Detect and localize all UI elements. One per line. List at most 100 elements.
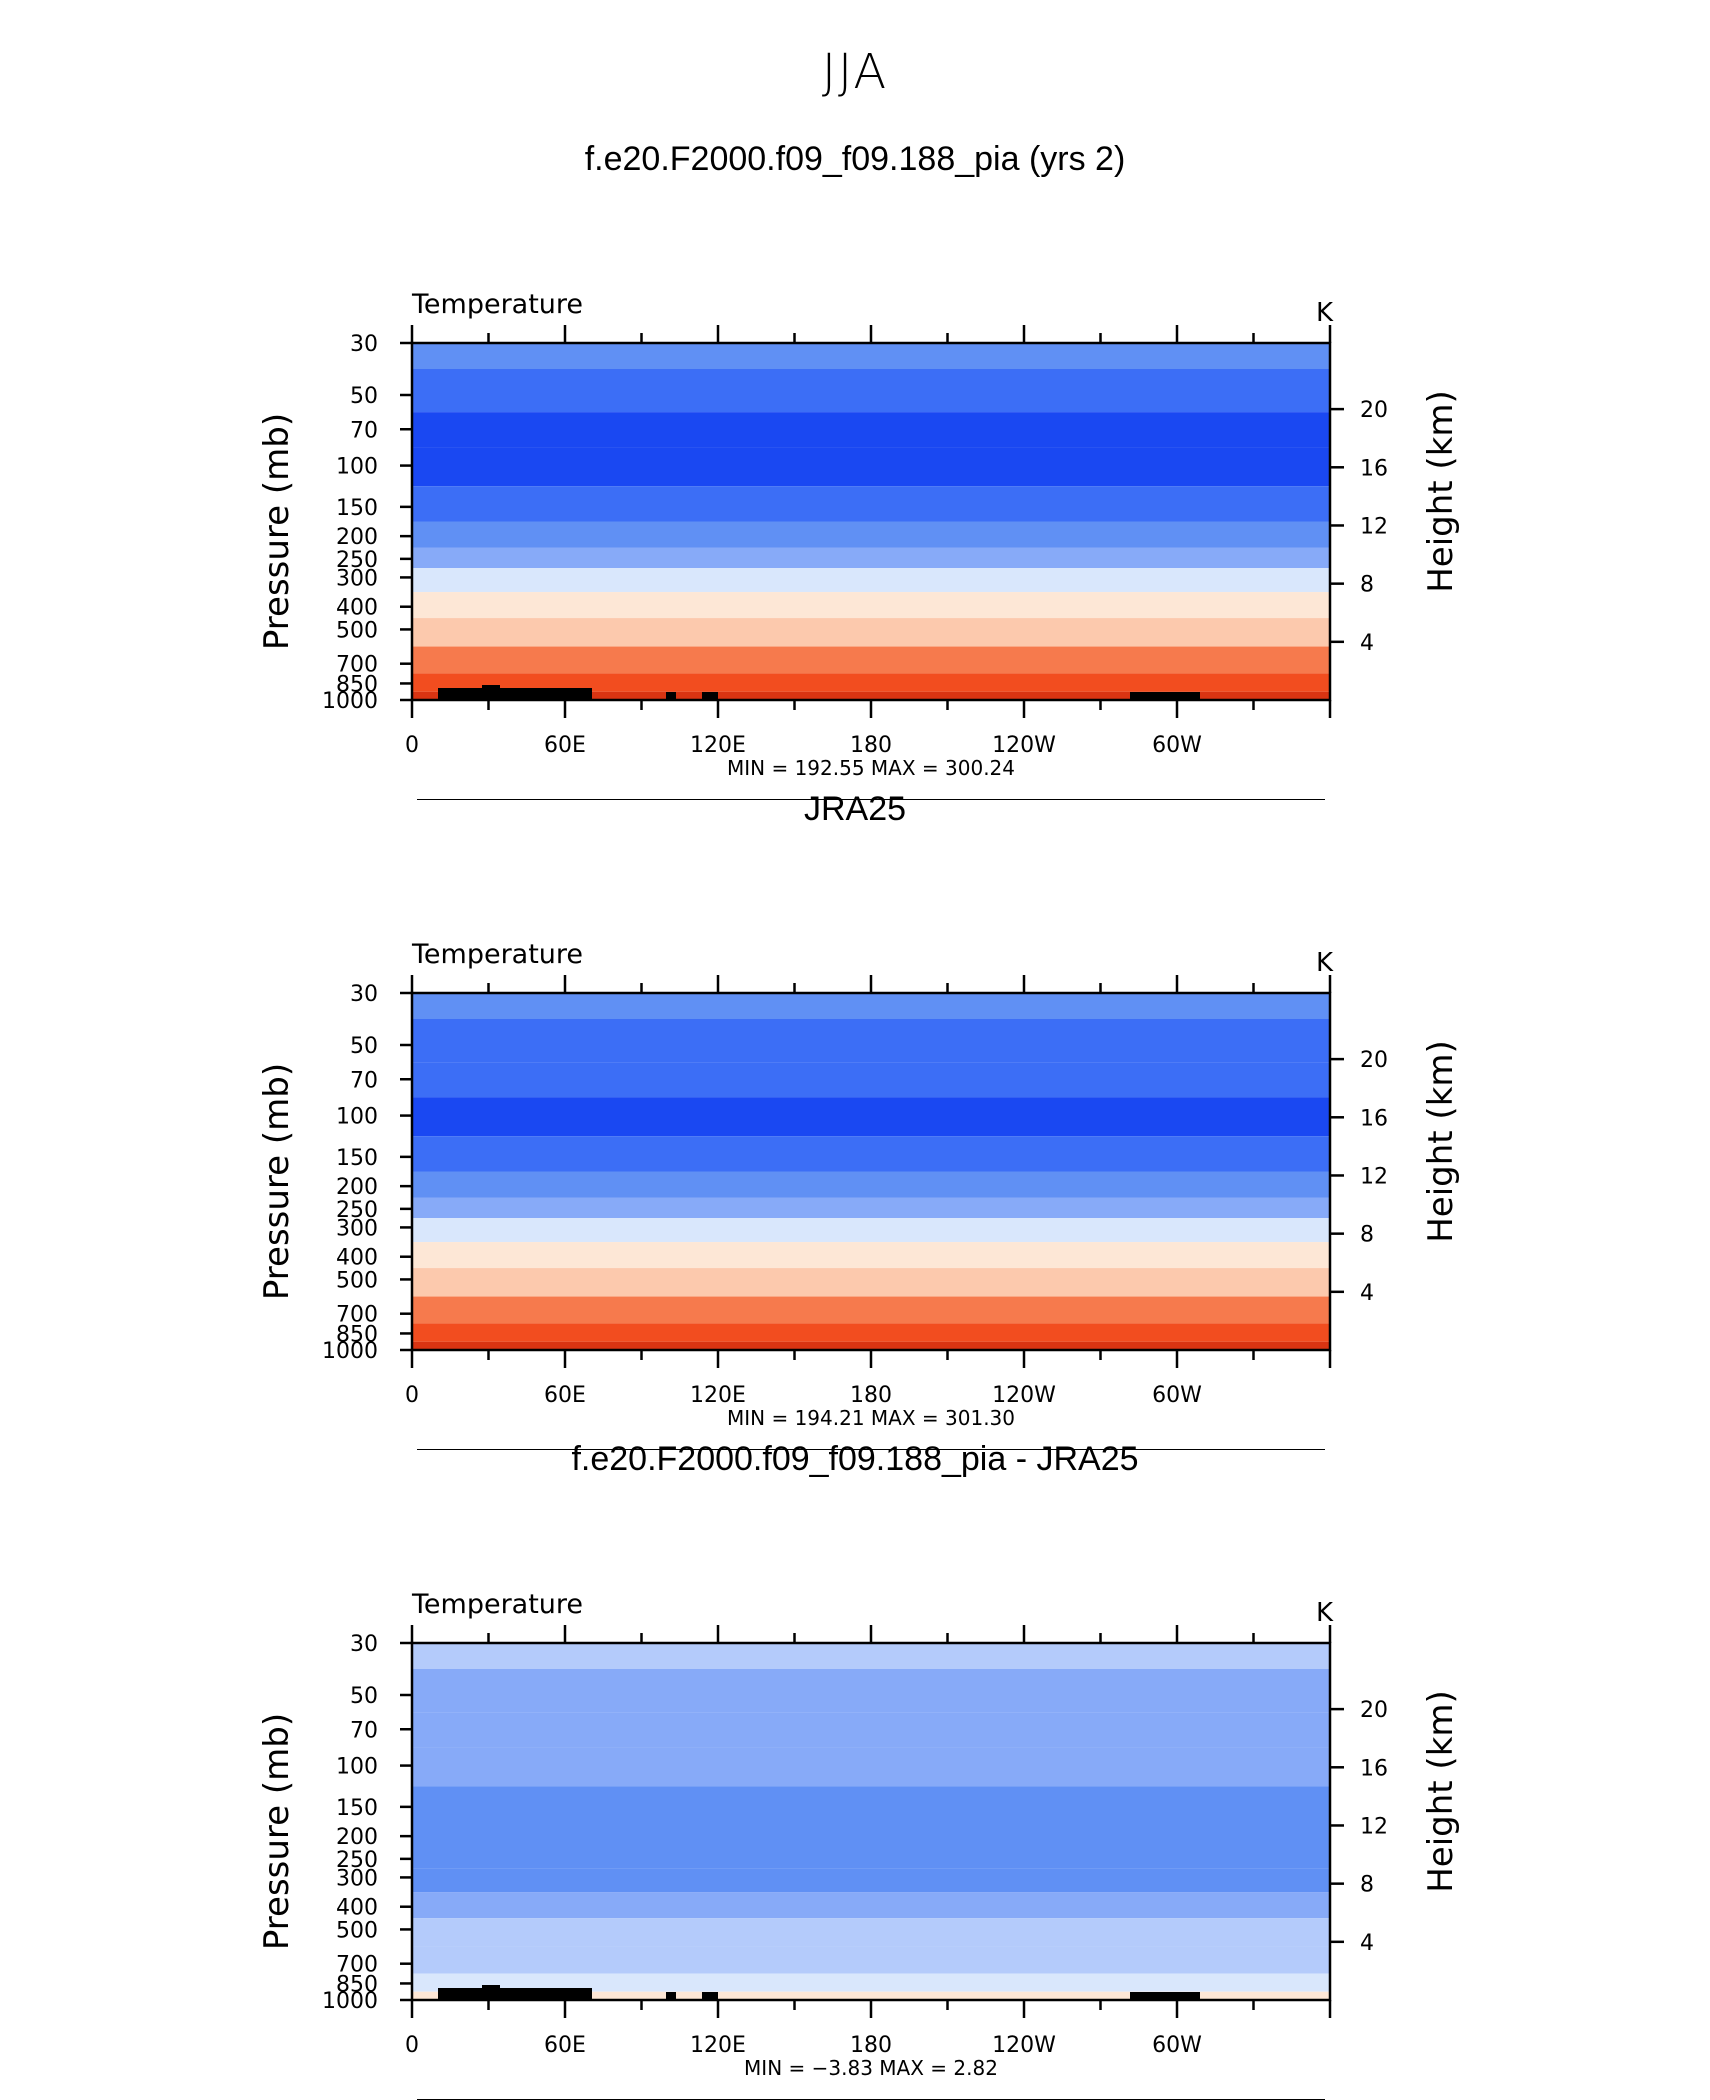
x-tick-label: 60W — [1152, 1383, 1202, 1408]
y-tick-label: 70 — [350, 1718, 378, 1743]
y-tick-label: 850 — [336, 672, 378, 697]
y-right-tick-label: 8 — [1360, 573, 1374, 598]
y-tick-label: 100 — [336, 455, 378, 480]
x-tick-label: 120W — [992, 733, 1056, 758]
contour-band — [412, 1019, 1330, 1063]
y-axis-title: Pressure (mb) — [257, 1063, 297, 1300]
y-right-axis-title: Height (km) — [1421, 1690, 1461, 1893]
y-tick-label: 200 — [336, 1175, 378, 1200]
min-max-text: MIN = −3.83 MAX = 2.82 — [744, 2056, 998, 2080]
y-tick-label: 700 — [336, 1303, 378, 1328]
contour-band — [412, 1136, 1330, 1172]
y-tick-label: 500 — [336, 1268, 378, 1293]
y-right-tick-label: 8 — [1360, 1223, 1374, 1248]
contour-band — [412, 1821, 1330, 1848]
y-tick-label: 100 — [336, 1755, 378, 1780]
contour-band — [412, 1991, 1330, 2000]
x-tick-label: 0 — [405, 1383, 419, 1408]
contour-band — [412, 1341, 1330, 1350]
contour-band — [412, 1296, 1330, 1324]
figure-title: JJA — [821, 44, 889, 100]
x-tick-label: 180 — [850, 1383, 892, 1408]
y-tick-label: 150 — [336, 496, 378, 521]
y-right-tick-label: 12 — [1360, 1814, 1388, 1839]
contour-band — [412, 1946, 1330, 1974]
y-tick-label: 500 — [336, 1918, 378, 1943]
contour-band — [412, 1786, 1330, 1822]
x-tick-label: 120E — [690, 1383, 746, 1408]
contour-band — [412, 618, 1330, 647]
y-tick-label: 250 — [336, 1198, 378, 1223]
y-tick-label: 30 — [350, 1632, 378, 1657]
contour-band — [412, 1268, 1330, 1297]
contour-band — [412, 691, 1330, 700]
y-tick-label: 30 — [350, 982, 378, 1007]
contour-band — [412, 343, 1330, 370]
y-tick-label: 850 — [336, 1972, 378, 1997]
contour-band — [412, 1643, 1330, 1670]
panel-model: f.e20.F2000.f09_f09.188_pia (yrs 2) 0 60E… — [0, 140, 1710, 800]
y-axis-title: Pressure (mb) — [257, 1713, 297, 1950]
y-tick-label: 300 — [336, 566, 378, 591]
y-tick-label: 200 — [336, 525, 378, 550]
y-tick-label: 50 — [350, 1684, 378, 1709]
x-tick-label: 120W — [992, 2033, 1056, 2058]
contour-band — [412, 993, 1330, 1020]
contour-band — [412, 1712, 1330, 1748]
topography-block — [666, 1992, 676, 2000]
panel-title: f.e20.F2000.f09_f09.188_pia - JRA25 — [571, 1440, 1139, 1478]
y-tick-label: 700 — [336, 653, 378, 678]
y-tick-label: 250 — [336, 1848, 378, 1873]
contour-band — [412, 1669, 1330, 1713]
contour-band — [412, 1973, 1330, 1992]
min-max-text: MIN = 194.21 MAX = 301.30 — [727, 1406, 1015, 1430]
contour-band — [412, 547, 1330, 569]
y-right-tick-label: 4 — [1360, 1931, 1374, 1956]
y-tick-label: 50 — [350, 384, 378, 409]
x-tick-label: 0 — [405, 733, 419, 758]
x-tick-label: 120W — [992, 1383, 1056, 1408]
y-right-tick-label: 4 — [1360, 631, 1374, 656]
contour-band — [412, 1218, 1330, 1243]
contour-band — [412, 673, 1330, 692]
contour-band — [412, 646, 1330, 674]
y-right-tick-label: 16 — [1360, 1756, 1388, 1781]
topography-block — [1130, 692, 1200, 700]
contour-band — [412, 1892, 1330, 1919]
units-label: K — [1316, 298, 1334, 328]
y-right-tick-label: 20 — [1360, 398, 1388, 423]
contour-band — [412, 447, 1330, 487]
y-right-tick-label: 12 — [1360, 1164, 1388, 1189]
y-tick-label: 300 — [336, 1866, 378, 1891]
min-max-text: MIN = 192.55 MAX = 300.24 — [727, 756, 1015, 780]
y-tick-label: 400 — [336, 1246, 378, 1271]
variable-label: Temperature — [411, 289, 583, 320]
contour-band — [412, 1197, 1330, 1219]
variable-label: Temperature — [411, 939, 583, 970]
contour-band — [412, 1747, 1330, 1787]
x-tick-label: 60E — [544, 733, 586, 758]
topography-block — [702, 1992, 718, 2000]
y-tick-label: 70 — [350, 1068, 378, 1093]
panel-observation: JRA25 0 60E 120E 180 120W 60W 30 50 70 100 150 200 2… — [0, 790, 1710, 1450]
y-tick-label: 400 — [336, 596, 378, 621]
y-tick-label: 150 — [336, 1796, 378, 1821]
panel-title: JRA25 — [803, 790, 907, 828]
topography-block — [702, 692, 718, 700]
contour-band — [412, 592, 1330, 619]
contour-band — [412, 486, 1330, 522]
variable-label: Temperature — [411, 1589, 583, 1620]
y-right-tick-label: 20 — [1360, 1698, 1388, 1723]
y-right-tick-label: 20 — [1360, 1048, 1388, 1073]
y-tick-label: 30 — [350, 332, 378, 357]
y-tick-label: 500 — [336, 618, 378, 643]
y-tick-label: 700 — [336, 1953, 378, 1978]
topography-block — [666, 692, 676, 700]
y-tick-label: 850 — [336, 1322, 378, 1347]
topography-block — [1130, 1992, 1200, 2000]
